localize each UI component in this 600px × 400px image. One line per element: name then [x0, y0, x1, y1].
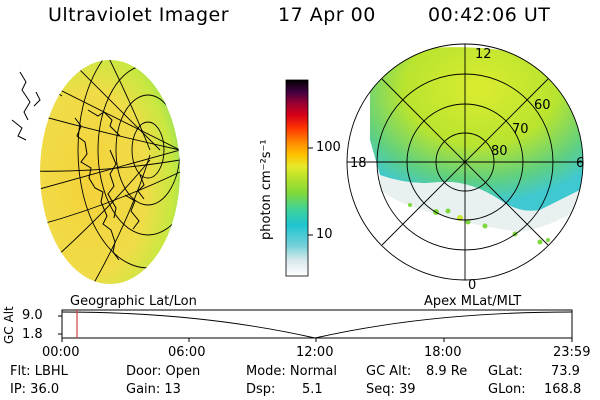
timeline-xtick-0000: 00:00	[42, 345, 80, 360]
info-ip: IP: 36.0	[10, 382, 60, 397]
info-seq: Seq: 39	[366, 382, 416, 397]
colorbar-label-10: 10	[316, 227, 333, 242]
lat-label-70: 70	[512, 122, 529, 137]
info-dsp-value: 5.1	[302, 382, 323, 397]
info-gcalt-label: GC Alt:	[366, 364, 412, 379]
time-label: 00:42:06 UT	[428, 4, 551, 26]
info-glon-label: GLon:	[488, 382, 526, 397]
lat-label-80: 80	[491, 144, 508, 159]
polar-emission	[370, 47, 583, 232]
info-glon-value: 168.8	[544, 382, 582, 397]
info-dsp-label: Dsp:	[246, 382, 276, 397]
timeline-xtick-1200: 12:00	[296, 345, 334, 360]
timeline-xtick-0600: 06:00	[168, 345, 206, 360]
mlt-label-18: 18	[350, 156, 367, 171]
timeline-left-title: Geographic Lat/Lon	[70, 294, 197, 309]
timeline-plot	[58, 309, 573, 342]
mlt-label-0: 0	[468, 278, 477, 293]
lat-label-60: 60	[534, 98, 551, 113]
timeline-ytick-9: 9.0	[22, 308, 43, 323]
globe-image	[11, 60, 180, 284]
info-gain: Gain: 13	[126, 382, 181, 397]
timeline-right-title: Apex MLat/MLT	[424, 294, 522, 309]
colorbar	[285, 79, 313, 277]
timeline-xtick-1800: 18:00	[424, 345, 462, 360]
outer-coastlines	[11, 71, 41, 141]
timeline-ytick-1.8: 1.8	[22, 327, 43, 342]
timeline-xtick-2359: 23:59	[553, 345, 591, 360]
info-glat-value: 73.9	[551, 364, 580, 379]
instrument-title: Ultraviolet Imager	[48, 4, 230, 26]
timeline-ylabel: GC Alt	[2, 306, 16, 344]
mlt-label-12: 12	[475, 47, 492, 62]
info-door: Door: Open	[126, 364, 201, 379]
info-flt: Flt: LBHL	[10, 364, 68, 379]
info-mode: Mode: Normal	[246, 364, 337, 379]
polar-grid	[346, 43, 584, 281]
date-label: 17 Apr 00	[278, 4, 376, 26]
polar-image	[346, 43, 584, 281]
colorbar-unit: photon cm⁻²s⁻¹	[259, 139, 274, 240]
info-glat-label: GLat:	[488, 364, 523, 379]
mlt-label-6: 6	[576, 156, 585, 171]
colorbar-label-100: 100	[316, 140, 341, 155]
colorbar-gradient	[285, 79, 309, 277]
info-gcalt-value: 8.9 Re	[426, 364, 468, 379]
globe-disk	[40, 60, 180, 284]
gc-alt-curve	[61, 311, 573, 339]
